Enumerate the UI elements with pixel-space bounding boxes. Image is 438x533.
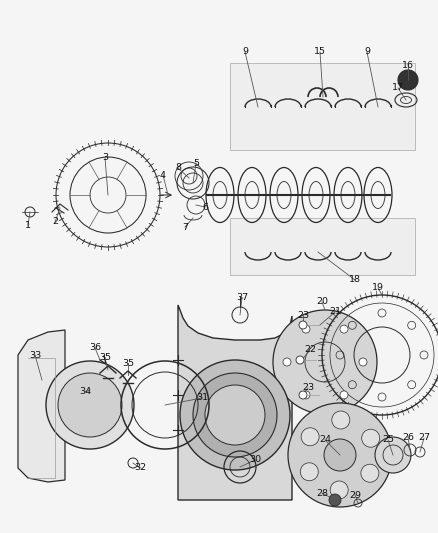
Circle shape	[180, 360, 290, 470]
Text: 19: 19	[372, 284, 384, 293]
Circle shape	[302, 391, 310, 399]
Circle shape	[361, 464, 379, 482]
Bar	[230, 63, 415, 150]
Bar	[230, 218, 415, 275]
Text: 37: 37	[236, 294, 248, 303]
Text: 23: 23	[297, 311, 309, 319]
Text: 9: 9	[364, 47, 370, 56]
Text: 9: 9	[242, 47, 248, 56]
Polygon shape	[18, 330, 65, 482]
Polygon shape	[178, 305, 292, 500]
Circle shape	[340, 325, 348, 333]
Text: 24: 24	[319, 435, 331, 445]
Text: 20: 20	[316, 297, 328, 306]
Circle shape	[375, 437, 411, 473]
Text: 34: 34	[79, 387, 91, 397]
Text: 17: 17	[392, 84, 404, 93]
Text: 31: 31	[196, 393, 208, 402]
Circle shape	[296, 356, 304, 364]
Circle shape	[329, 494, 341, 506]
Text: 3: 3	[102, 154, 108, 163]
Text: 22: 22	[304, 345, 316, 354]
Text: 16: 16	[402, 61, 414, 69]
Text: 36: 36	[89, 343, 101, 352]
Circle shape	[299, 391, 307, 399]
Circle shape	[46, 361, 134, 449]
Text: 25: 25	[382, 435, 394, 445]
Text: 1: 1	[25, 221, 31, 230]
Text: 2: 2	[52, 217, 58, 227]
Circle shape	[330, 481, 348, 499]
Text: 5: 5	[193, 158, 199, 167]
Text: 8: 8	[175, 164, 181, 173]
Text: 21: 21	[329, 308, 341, 317]
Circle shape	[300, 463, 318, 481]
Circle shape	[340, 391, 348, 399]
Text: 23: 23	[302, 384, 314, 392]
Circle shape	[273, 310, 377, 414]
Text: 15: 15	[314, 47, 326, 56]
Circle shape	[302, 325, 310, 333]
Circle shape	[283, 358, 291, 366]
Circle shape	[398, 70, 418, 90]
Text: 33: 33	[29, 351, 41, 359]
Text: 4: 4	[160, 171, 166, 180]
Circle shape	[288, 403, 392, 507]
Circle shape	[301, 428, 319, 446]
Text: 26: 26	[402, 432, 414, 441]
Text: 35: 35	[122, 359, 134, 367]
Circle shape	[359, 358, 367, 366]
Text: 29: 29	[349, 490, 361, 499]
Circle shape	[193, 373, 277, 457]
Text: 7: 7	[182, 222, 188, 231]
Circle shape	[324, 439, 356, 471]
Text: 30: 30	[249, 456, 261, 464]
Circle shape	[58, 373, 122, 437]
Text: 28: 28	[316, 489, 328, 497]
Circle shape	[205, 385, 265, 445]
Text: 27: 27	[418, 433, 430, 442]
Text: 18: 18	[349, 276, 361, 285]
Text: 32: 32	[134, 464, 146, 472]
Text: 35: 35	[99, 353, 111, 362]
Circle shape	[332, 411, 350, 429]
Circle shape	[299, 321, 307, 329]
Text: 6: 6	[202, 203, 208, 212]
Circle shape	[362, 429, 380, 447]
